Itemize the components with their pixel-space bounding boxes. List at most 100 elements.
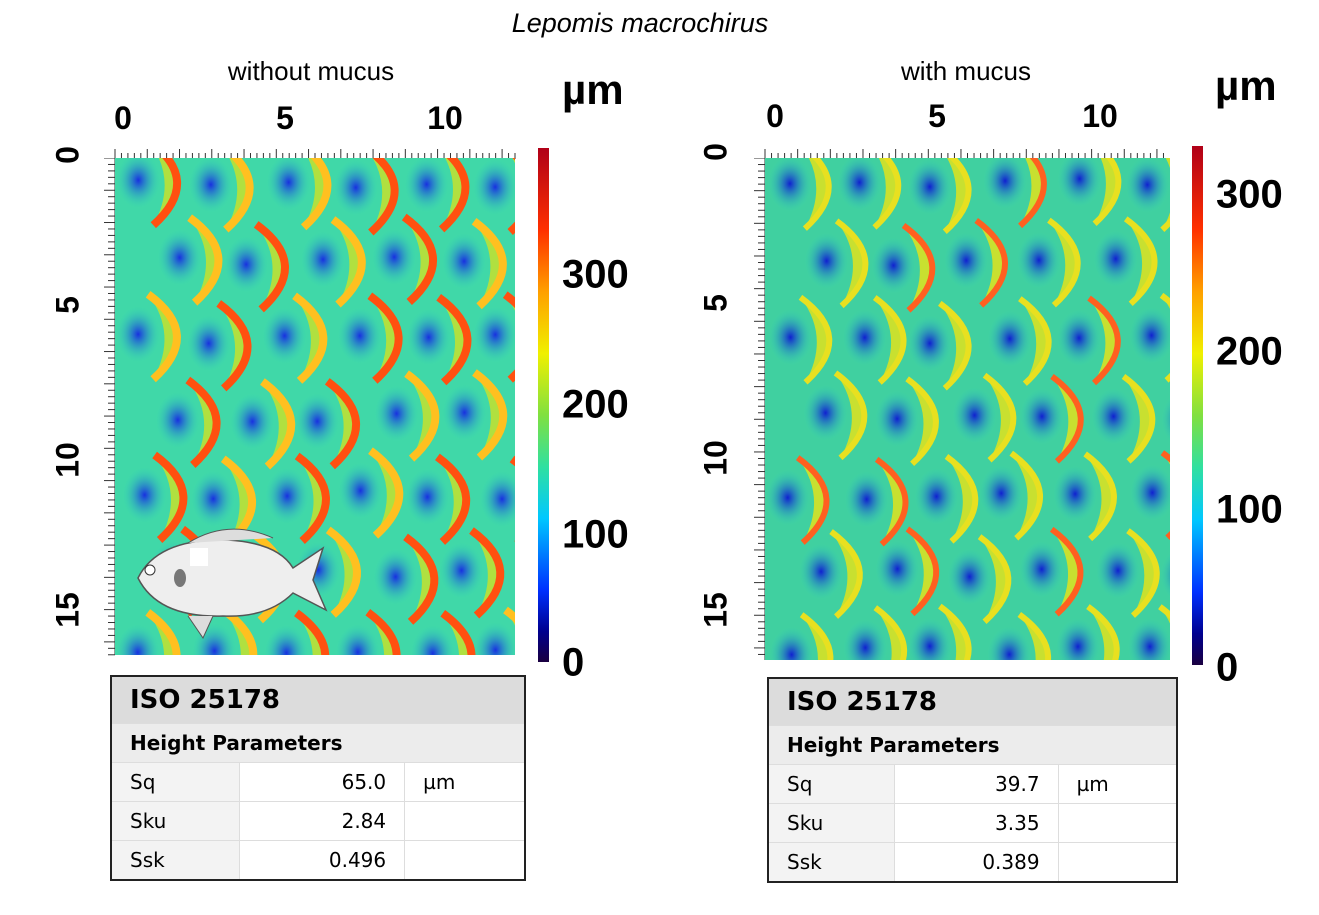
scale-ridge (938, 603, 972, 660)
scale-ridge (1049, 526, 1084, 617)
scale-ridge (145, 609, 181, 655)
table-row: Ssk 0.496 (110, 840, 526, 881)
depression (1129, 307, 1170, 364)
scale-ridge (471, 218, 507, 310)
iso-parameters-table: ISO 25178 Height Parameters Sq 65.0 µm Sku… (110, 675, 526, 881)
y-tick: 15 (697, 592, 734, 628)
depression (295, 393, 340, 450)
scale-ridge (905, 526, 940, 617)
depression (473, 159, 515, 215)
x-tick: 5 (928, 98, 946, 134)
scale-ridge (982, 372, 1017, 463)
scale-ridge (145, 291, 181, 383)
depression (410, 625, 455, 655)
scale-ridge (1086, 604, 1120, 660)
depression (188, 158, 233, 213)
scale-ridge (365, 608, 401, 655)
depression (335, 624, 380, 655)
scale-ridge (977, 534, 1012, 624)
scale-ridge (974, 218, 1008, 308)
depression (1016, 232, 1061, 289)
iso-parameters-table: ISO 25178 Height Parameters Sq 39.7 µm Sku… (767, 677, 1178, 883)
scale-ridge (829, 529, 863, 619)
colorbar-tick: 0 (562, 640, 585, 685)
depression (1019, 388, 1064, 445)
scale-ridge (330, 216, 366, 308)
y-tick: 5 (697, 294, 734, 312)
depression (1019, 541, 1064, 598)
scale-ridge (403, 533, 439, 625)
scale-ridge (401, 213, 437, 306)
depression (301, 231, 346, 288)
scale-ridge (223, 158, 254, 233)
depression (1168, 251, 1170, 270)
param: Ssk (110, 840, 240, 881)
scale-ridge (802, 158, 832, 231)
y-ruler (754, 158, 766, 660)
scale-ridge (222, 607, 258, 655)
depression (907, 158, 952, 215)
scale-ridge (404, 370, 440, 462)
depression (769, 626, 814, 660)
param: Sq (110, 762, 240, 802)
scale-ridge (436, 294, 472, 386)
param: Sq (767, 764, 896, 804)
depression (1127, 618, 1170, 660)
scale-body (874, 158, 896, 228)
colorbar-tick: 100 (562, 512, 629, 557)
scale-body (224, 610, 251, 655)
depression (373, 548, 418, 605)
scale-ridge (185, 376, 221, 468)
scale-ridge (901, 222, 936, 313)
colorbar-tick: 100 (1216, 487, 1283, 532)
depression (116, 158, 161, 209)
depression (804, 232, 849, 289)
scale-body (442, 613, 469, 655)
table-row: Sq 39.7 µm (767, 764, 1178, 804)
x-tick: 0 (766, 98, 784, 134)
scale-ridge (795, 455, 830, 545)
table-title: ISO 25178 (110, 675, 526, 724)
panel-label: with mucus (900, 56, 1032, 86)
depression (374, 385, 419, 442)
depression (191, 470, 236, 527)
y-tick: 15 (49, 592, 86, 628)
scale-ridge (799, 612, 834, 660)
scale-body (1094, 158, 1116, 224)
depression (1160, 552, 1170, 599)
scale-body (370, 158, 393, 233)
depression (947, 548, 992, 605)
scale-ridge (905, 376, 939, 467)
scale-ridge (1121, 373, 1156, 464)
value: 65.0 (238, 762, 406, 802)
depression (513, 400, 515, 424)
depression (116, 306, 161, 363)
depression (1125, 158, 1170, 213)
depression (1093, 230, 1138, 287)
scale-ridge (798, 294, 833, 385)
depression (944, 232, 989, 289)
depression (1091, 388, 1136, 445)
unit (1057, 842, 1178, 883)
scale-ridge (152, 451, 188, 543)
depression (875, 540, 920, 597)
scale-body (367, 612, 394, 655)
depression (952, 387, 997, 444)
scale-body (1162, 158, 1170, 230)
depression (1130, 464, 1170, 521)
depression (186, 315, 231, 372)
scale-ridge (1083, 451, 1117, 542)
x-tick: 5 (276, 100, 294, 136)
scale-ridge (294, 609, 330, 655)
depression (914, 468, 959, 525)
depression (768, 309, 813, 366)
x-ruler (764, 149, 1170, 160)
depression (262, 307, 307, 364)
y-ruler (104, 158, 116, 656)
depression (871, 237, 916, 294)
depression (122, 466, 167, 523)
unit: µm (1057, 764, 1178, 804)
scale-ridge (944, 453, 979, 544)
depression (1161, 397, 1170, 442)
depression (473, 622, 515, 655)
